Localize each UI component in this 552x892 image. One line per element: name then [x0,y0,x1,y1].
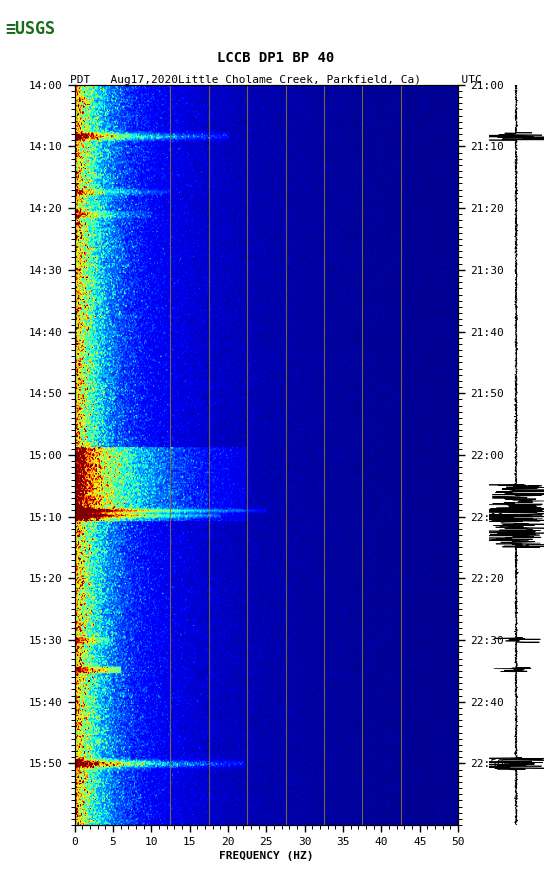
X-axis label: FREQUENCY (HZ): FREQUENCY (HZ) [219,851,314,861]
Text: ≡USGS: ≡USGS [6,20,56,37]
Text: LCCB DP1 BP 40: LCCB DP1 BP 40 [217,51,335,65]
Text: PDT   Aug17,2020Little Cholame Creek, Parkfield, Ca)      UTC: PDT Aug17,2020Little Cholame Creek, Park… [70,75,482,86]
